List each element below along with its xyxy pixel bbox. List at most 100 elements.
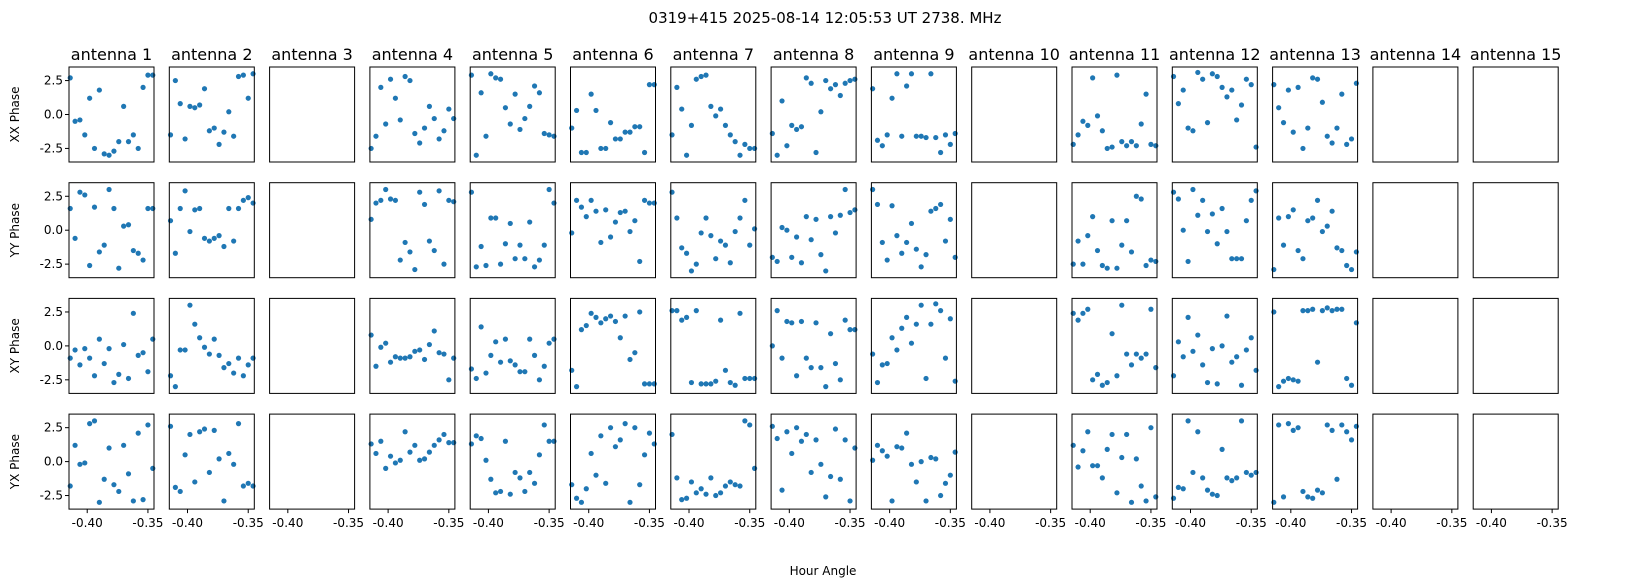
phase-point	[1153, 258, 1159, 265]
antenna-title: antenna 3	[271, 45, 352, 64]
phase-point	[713, 492, 719, 499]
phase-point	[847, 77, 853, 84]
phase-point	[942, 480, 949, 486]
phase-point	[747, 422, 753, 428]
phase-point	[737, 483, 743, 489]
phase-point	[832, 82, 839, 88]
phase-point	[789, 320, 795, 326]
x-tick-label: -0.35	[433, 516, 464, 530]
phase-point	[240, 197, 246, 203]
phase-point	[87, 355, 93, 361]
phase-point	[111, 148, 117, 154]
axes-frame	[269, 413, 356, 510]
phase-point	[747, 375, 753, 382]
phase-point	[512, 256, 518, 262]
phase-point	[1094, 247, 1101, 254]
phase-point	[441, 351, 447, 357]
phase-point	[899, 250, 905, 256]
phase-point	[823, 384, 829, 390]
phase-point	[918, 459, 924, 465]
phase-point	[421, 125, 428, 131]
phase-point	[235, 205, 242, 212]
phase-point	[794, 234, 800, 240]
phase-point	[1310, 75, 1316, 81]
phase-point	[737, 215, 743, 221]
phase-point	[1271, 266, 1277, 273]
x-tick-label: -0.40	[72, 516, 103, 530]
phase-point	[1344, 375, 1350, 382]
phase-point	[1271, 499, 1277, 505]
phase-point	[794, 126, 800, 133]
phase-point	[421, 356, 428, 363]
phase-point	[1104, 145, 1110, 152]
phase-point	[674, 308, 680, 314]
antenna-title: antenna 11	[1069, 45, 1161, 64]
phase-point	[177, 101, 183, 107]
phase-point	[808, 80, 814, 86]
phase-point	[1138, 483, 1144, 489]
phase-point	[1175, 484, 1181, 490]
phase-point	[593, 208, 599, 214]
phase-point	[441, 261, 447, 267]
phase-point	[1190, 469, 1196, 476]
phase-point	[1314, 359, 1321, 365]
phase-point	[216, 141, 222, 147]
phase-point	[803, 355, 809, 361]
phase-point	[1339, 306, 1345, 312]
phase-point	[789, 122, 795, 128]
antenna-title: antenna 14	[1370, 45, 1462, 64]
phase-point	[130, 247, 136, 254]
phase-point	[497, 359, 504, 365]
phase-point	[130, 310, 136, 316]
phase-point	[1253, 188, 1259, 194]
phase-point	[1253, 367, 1259, 373]
phase-point	[1238, 418, 1245, 424]
phase-point	[522, 369, 528, 375]
phase-point	[938, 201, 944, 208]
phase-point	[502, 241, 509, 247]
phase-point	[1070, 261, 1076, 267]
panel	[569, 66, 657, 163]
phase-point	[240, 373, 246, 379]
phase-point	[1180, 354, 1186, 360]
phase-point	[468, 441, 475, 447]
phase-point	[426, 103, 432, 109]
phase-point	[116, 265, 122, 271]
phase-point	[140, 350, 146, 356]
phase-point	[82, 132, 88, 138]
phase-point	[121, 442, 127, 448]
phase-point	[172, 77, 178, 84]
axes-frame	[269, 182, 356, 279]
phase-point	[1133, 143, 1139, 149]
phase-point	[651, 441, 657, 447]
y-tick-label: 0.0	[44, 108, 63, 122]
panel	[368, 66, 457, 163]
phase-point	[1334, 125, 1340, 131]
axes-frame	[469, 413, 556, 510]
phase-point	[1133, 193, 1139, 199]
phase-point	[612, 318, 619, 325]
phase-point	[688, 122, 695, 128]
phase-point	[1290, 377, 1296, 383]
phase-point	[527, 336, 533, 342]
phase-point	[187, 228, 193, 235]
phase-point	[182, 347, 188, 353]
phase-point	[497, 488, 504, 495]
phase-point	[1353, 320, 1359, 326]
phase-point	[167, 218, 174, 224]
phase-point	[803, 75, 809, 81]
phase-point	[87, 95, 93, 101]
phase-point	[923, 134, 929, 141]
phase-point	[1243, 218, 1249, 224]
phase-point	[187, 103, 193, 109]
panel: -0.40 -0.35	[769, 413, 866, 530]
panel	[269, 182, 356, 279]
phase-point	[889, 498, 895, 504]
phase-point	[1214, 241, 1220, 247]
phase-point	[884, 132, 890, 138]
phase-point	[598, 433, 604, 439]
phase-point	[121, 223, 127, 229]
phase-point	[431, 328, 437, 334]
phase-point	[378, 344, 384, 350]
phase-point	[397, 457, 403, 463]
